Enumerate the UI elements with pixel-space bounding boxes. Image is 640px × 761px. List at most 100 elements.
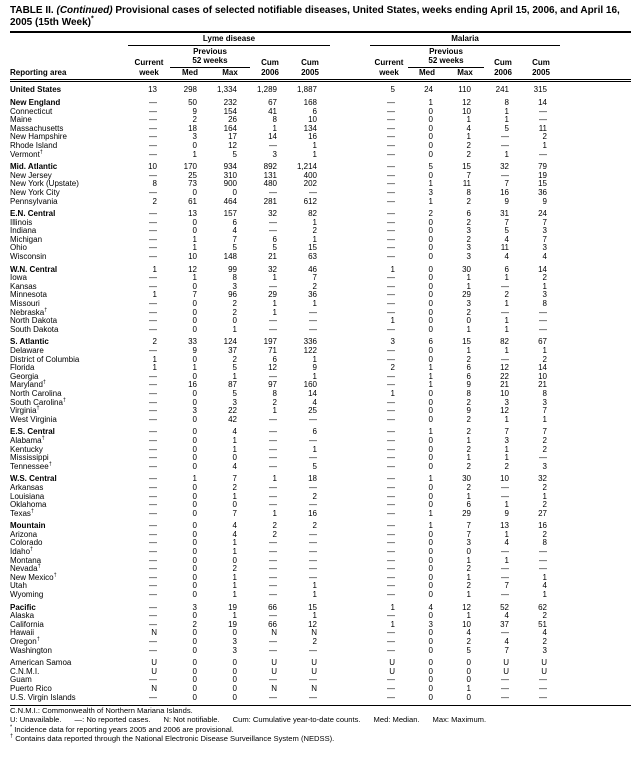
column-gap xyxy=(330,334,370,347)
row-end-spacer xyxy=(560,484,631,493)
reporting-area-cell: Colorado xyxy=(10,538,43,548)
column-gap xyxy=(330,219,370,228)
value-cell: 71 xyxy=(268,346,277,355)
value-cell: 0 xyxy=(428,217,433,227)
value-cell: — xyxy=(269,611,277,621)
value-cell: N xyxy=(151,628,157,638)
row-end-spacer xyxy=(560,407,631,416)
value-cell: 1 xyxy=(312,354,317,364)
table-row: South Carolina† — 0 3 2 4 — 0 2 3 3 xyxy=(10,397,631,408)
malaria-group-header: Malaria xyxy=(370,34,560,46)
table-body: United States 13 298 1,334 1,289 1,887 5 24 110 2… xyxy=(10,81,631,702)
value-cell: 5 xyxy=(504,123,509,133)
column-gap xyxy=(330,81,370,95)
value-cell: — xyxy=(149,115,157,125)
value-cell: 6 xyxy=(504,264,509,274)
value-cell: 6 xyxy=(272,234,277,244)
value-cell: 0 xyxy=(192,572,197,582)
row-end-spacer xyxy=(560,373,631,382)
column-gap xyxy=(330,125,370,134)
value-cell: 1 xyxy=(272,307,277,317)
value-cell: 1 xyxy=(152,354,157,364)
value-cell: 8 xyxy=(542,388,547,398)
value-cell: 1,289 xyxy=(256,85,277,95)
table-row: Utah — 0 1 — 1 — 0 2 7 4 xyxy=(10,582,631,591)
column-gap xyxy=(330,274,370,283)
column-gap xyxy=(330,591,370,600)
value-cell: — xyxy=(149,538,157,548)
value-cell: 3 xyxy=(542,226,547,236)
value-cell: — xyxy=(309,453,317,463)
value-cell: — xyxy=(269,482,277,492)
value-cell: 1 xyxy=(428,508,433,518)
value-cell: 0 xyxy=(428,324,433,334)
reporting-area-cell: Montana xyxy=(10,555,42,565)
column-gap xyxy=(330,463,370,472)
value-cell: 1 xyxy=(390,619,395,629)
value-cell: — xyxy=(309,187,317,197)
footnote-legend: U: Unavailable. —: No reported cases. N: N… xyxy=(10,715,631,724)
value-cell: 1 xyxy=(504,316,509,326)
column-gap xyxy=(330,253,370,262)
value-cell: 51 xyxy=(538,619,547,629)
value-cell: 0 xyxy=(428,491,433,501)
value-cell: — xyxy=(387,299,395,309)
reporting-area-cell: E.N. Central xyxy=(10,209,56,219)
row-end-spacer xyxy=(560,565,631,574)
value-cell: 0 xyxy=(428,453,433,463)
row-end-spacer xyxy=(560,381,631,390)
value-cell: — xyxy=(149,590,157,600)
value-cell: — xyxy=(387,354,395,364)
value-cell: 2 xyxy=(466,482,471,492)
value-cell: 154 xyxy=(223,106,237,116)
value-cell: 7 xyxy=(466,521,471,531)
value-cell: N xyxy=(151,683,157,693)
value-cell: 8 xyxy=(232,273,237,283)
value-cell: — xyxy=(539,564,547,574)
value-cell: 4 xyxy=(232,521,237,531)
column-gap xyxy=(330,685,370,694)
table-row: New Mexico† — 0 1 — — — 0 1 — 1 xyxy=(10,572,631,583)
row-end-spacer xyxy=(560,151,631,160)
table-row: Oklahoma —0 0— — —0 6 1 2 xyxy=(10,500,631,510)
value-cell: — xyxy=(309,564,317,574)
value-cell: 10 xyxy=(462,106,471,116)
value-cell: 52 xyxy=(500,602,509,612)
column-gap xyxy=(330,381,370,390)
value-cell: 1 xyxy=(428,179,433,189)
value-cell: 0 xyxy=(428,628,433,638)
column-gap xyxy=(330,356,370,365)
value-cell: 1 xyxy=(192,474,197,484)
value-cell: 2 xyxy=(312,281,317,291)
column-gap xyxy=(330,399,370,408)
value-cell: — xyxy=(149,521,157,531)
value-cell: 164 xyxy=(223,123,237,133)
value-cell: 7 xyxy=(504,645,509,655)
value-cell: 7 xyxy=(466,529,471,539)
table-row: Puerto Rico N 0 0 N N — 0 1 — — xyxy=(10,683,631,694)
value-cell: 3 xyxy=(542,645,547,655)
value-cell: — xyxy=(149,645,157,655)
value-cell: 10 xyxy=(308,115,317,125)
column-gap xyxy=(330,283,370,292)
lyme-current-label: Current xyxy=(134,57,164,67)
value-cell: 1 xyxy=(504,299,509,309)
value-cell: 1 xyxy=(428,196,433,206)
value-cell: 1 xyxy=(466,281,471,291)
value-cell: — xyxy=(269,675,277,685)
value-cell: 0 xyxy=(428,170,433,180)
value-cell: — xyxy=(387,406,395,416)
reporting-area-cell: Nebraska† xyxy=(10,306,48,317)
value-cell: 2 xyxy=(466,354,471,364)
row-end-spacer xyxy=(560,493,631,502)
value-cell: 1 xyxy=(504,106,509,116)
row-end-spacer xyxy=(560,95,631,108)
value-cell: 1 xyxy=(542,281,547,291)
value-cell: 0 xyxy=(428,226,433,236)
value-cell: 10 xyxy=(500,388,509,398)
table-row: North Dakota — 0 0 — — 1 0 0 1 — xyxy=(10,317,631,326)
value-cell: — xyxy=(539,324,547,334)
reporting-area-cell: California xyxy=(10,619,44,629)
value-cell: 9 xyxy=(312,363,317,373)
value-cell: 6 xyxy=(232,217,237,227)
